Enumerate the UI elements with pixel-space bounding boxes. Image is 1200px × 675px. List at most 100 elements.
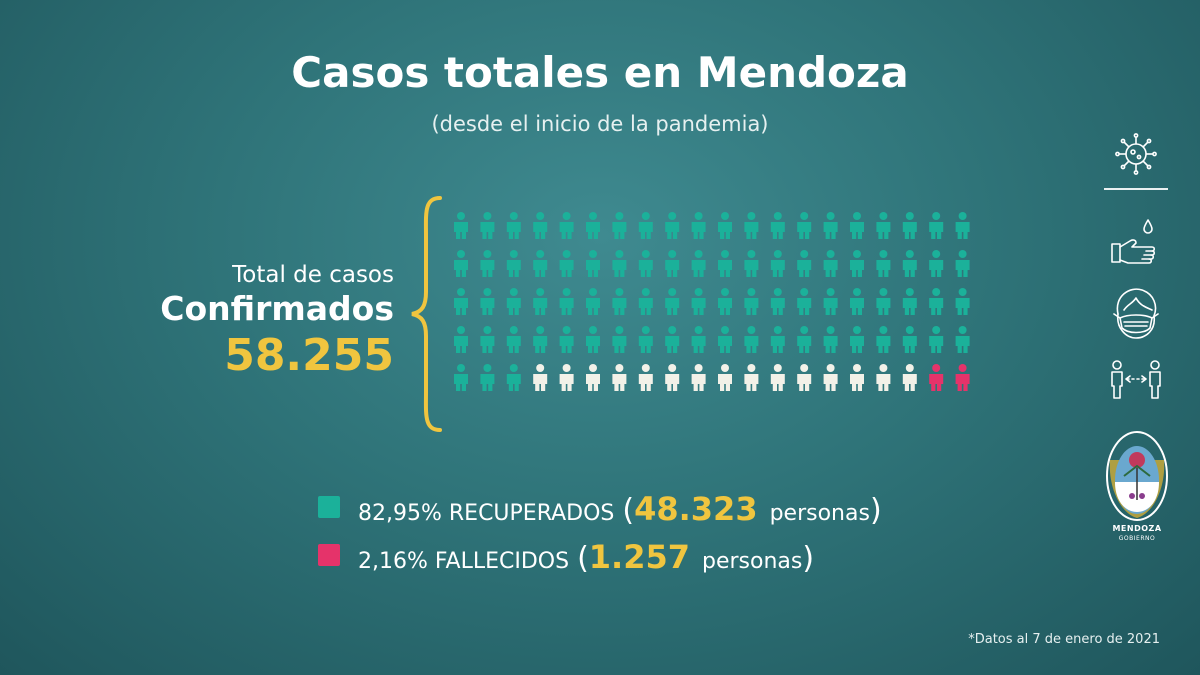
- person-icon-recuperados: [797, 326, 812, 353]
- person-icon-recuperados: [559, 326, 574, 353]
- person-icon-recuperados: [955, 212, 970, 239]
- person-icon-recuperados: [638, 326, 653, 353]
- person-icon-recuperados: [823, 326, 838, 353]
- person-icon-recuperados: [718, 288, 732, 315]
- total-label: Total de casos: [232, 262, 394, 288]
- person-icon-activos: [559, 364, 574, 391]
- person-icon-recuperados: [480, 288, 495, 315]
- person-icon-recuperados: [691, 326, 706, 353]
- legend-swatch-deceased: [318, 544, 340, 566]
- person-icon-recuperados: [902, 212, 917, 239]
- person-icon-recuperados: [480, 250, 495, 277]
- person-icon-fallecidos: [955, 364, 970, 391]
- person-icon-activos: [586, 364, 600, 391]
- person-icon-recuperados: [454, 288, 468, 315]
- person-icon-recuperados: [797, 212, 812, 239]
- person-icon-recuperados: [850, 250, 864, 277]
- legend-swatch-recovered: [318, 496, 340, 518]
- person-icon-recuperados: [691, 250, 706, 277]
- legend-deceased-unit: personas: [702, 549, 803, 574]
- curly-brace: [411, 196, 442, 432]
- people-pictograph: [454, 212, 970, 391]
- person-icon-recuperados: [665, 250, 680, 277]
- person-icon-recuperados: [902, 288, 917, 315]
- person-icon-recuperados: [454, 212, 468, 239]
- person-icon-activos: [876, 364, 891, 391]
- person-icon-recuperados: [744, 326, 759, 353]
- person-icon-recuperados: [638, 250, 653, 277]
- government-name: MENDOZA: [1112, 524, 1162, 533]
- person-icon-recuperados: [612, 212, 627, 239]
- person-icon-recuperados: [533, 288, 548, 315]
- person-icon-recuperados: [823, 212, 838, 239]
- person-icon-recuperados: [876, 288, 891, 315]
- person-icon-recuperados: [665, 326, 680, 353]
- virus-icon: [1115, 133, 1157, 175]
- legend-recovered-label: 82,95% RECUPERADOS: [358, 501, 615, 526]
- person-icon-recuperados: [691, 212, 706, 239]
- person-icon-activos: [797, 364, 812, 391]
- person-icon-recuperados: [929, 250, 944, 277]
- person-icon-recuperados: [876, 250, 891, 277]
- person-icon-recuperados: [665, 288, 680, 315]
- person-icon-recuperados: [797, 288, 812, 315]
- person-icon-recuperados: [876, 212, 891, 239]
- person-icon-activos: [665, 364, 680, 391]
- person-icon-recuperados: [850, 326, 864, 353]
- person-icon-activos: [533, 364, 548, 391]
- person-icon-recuperados: [559, 250, 574, 277]
- person-icon-recuperados: [586, 288, 600, 315]
- person-icon-recuperados: [506, 212, 521, 239]
- person-icon-recuperados: [638, 212, 653, 239]
- person-icon-recuperados: [506, 250, 521, 277]
- person-icon-recuperados: [744, 212, 759, 239]
- person-icon-activos: [823, 364, 838, 391]
- legend-open-paren: (: [577, 541, 589, 576]
- person-icon-recuperados: [876, 326, 891, 353]
- legend-recovered-count: 48.323: [634, 490, 758, 528]
- person-icon-recuperados: [744, 250, 759, 277]
- footnote: *Datos al 7 de enero de 2021: [968, 632, 1160, 647]
- face-mask-icon: [1113, 288, 1159, 339]
- person-icon-recuperados: [454, 326, 468, 353]
- person-icon-recuperados: [718, 326, 732, 353]
- person-icon-recuperados: [665, 212, 680, 239]
- person-icon-recuperados: [506, 364, 521, 391]
- person-icon-recuperados: [586, 250, 600, 277]
- person-icon-activos: [612, 364, 627, 391]
- person-icon-recuperados: [612, 250, 627, 277]
- confirmed-total: 58.255: [224, 330, 394, 381]
- person-icon-recuperados: [480, 364, 495, 391]
- person-icon-recuperados: [718, 250, 732, 277]
- person-icon-activos: [770, 364, 785, 391]
- government-sub: GOBIERNO: [1118, 535, 1156, 542]
- chart-title: Casos totales en Mendoza: [291, 48, 909, 97]
- person-icon-activos: [638, 364, 653, 391]
- person-icon-activos: [850, 364, 864, 391]
- person-icon-recuperados: [691, 288, 706, 315]
- person-icon-recuperados: [902, 250, 917, 277]
- person-icon-recuperados: [850, 288, 864, 315]
- person-icon-recuperados: [902, 326, 917, 353]
- legend-deceased-count: 1.257: [588, 538, 690, 576]
- legend-recovered: 82,95% RECUPERADOS ( 48.323 personas ): [318, 490, 882, 528]
- person-icon-recuperados: [823, 288, 838, 315]
- person-icon-recuperados: [533, 250, 548, 277]
- person-icon-recuperados: [929, 212, 944, 239]
- person-icon-recuperados: [955, 326, 970, 353]
- person-icon-recuperados: [929, 326, 944, 353]
- person-icon-recuperados: [480, 326, 495, 353]
- person-icon-recuperados: [480, 212, 495, 239]
- person-icon-recuperados: [586, 326, 600, 353]
- person-icon-recuperados: [454, 364, 468, 391]
- legend-close-paren: ): [869, 493, 882, 528]
- person-icon-recuperados: [770, 212, 785, 239]
- legend-deceased: 2,16% FALLECIDOS ( 1.257 personas ): [318, 538, 814, 576]
- person-icon-recuperados: [533, 326, 548, 353]
- social-distance-icon: [1111, 360, 1161, 399]
- legend-close-paren: ): [802, 541, 815, 576]
- person-icon-recuperados: [744, 288, 759, 315]
- person-icon-recuperados: [823, 250, 838, 277]
- person-icon-recuperados: [770, 326, 785, 353]
- person-icon-recuperados: [955, 288, 970, 315]
